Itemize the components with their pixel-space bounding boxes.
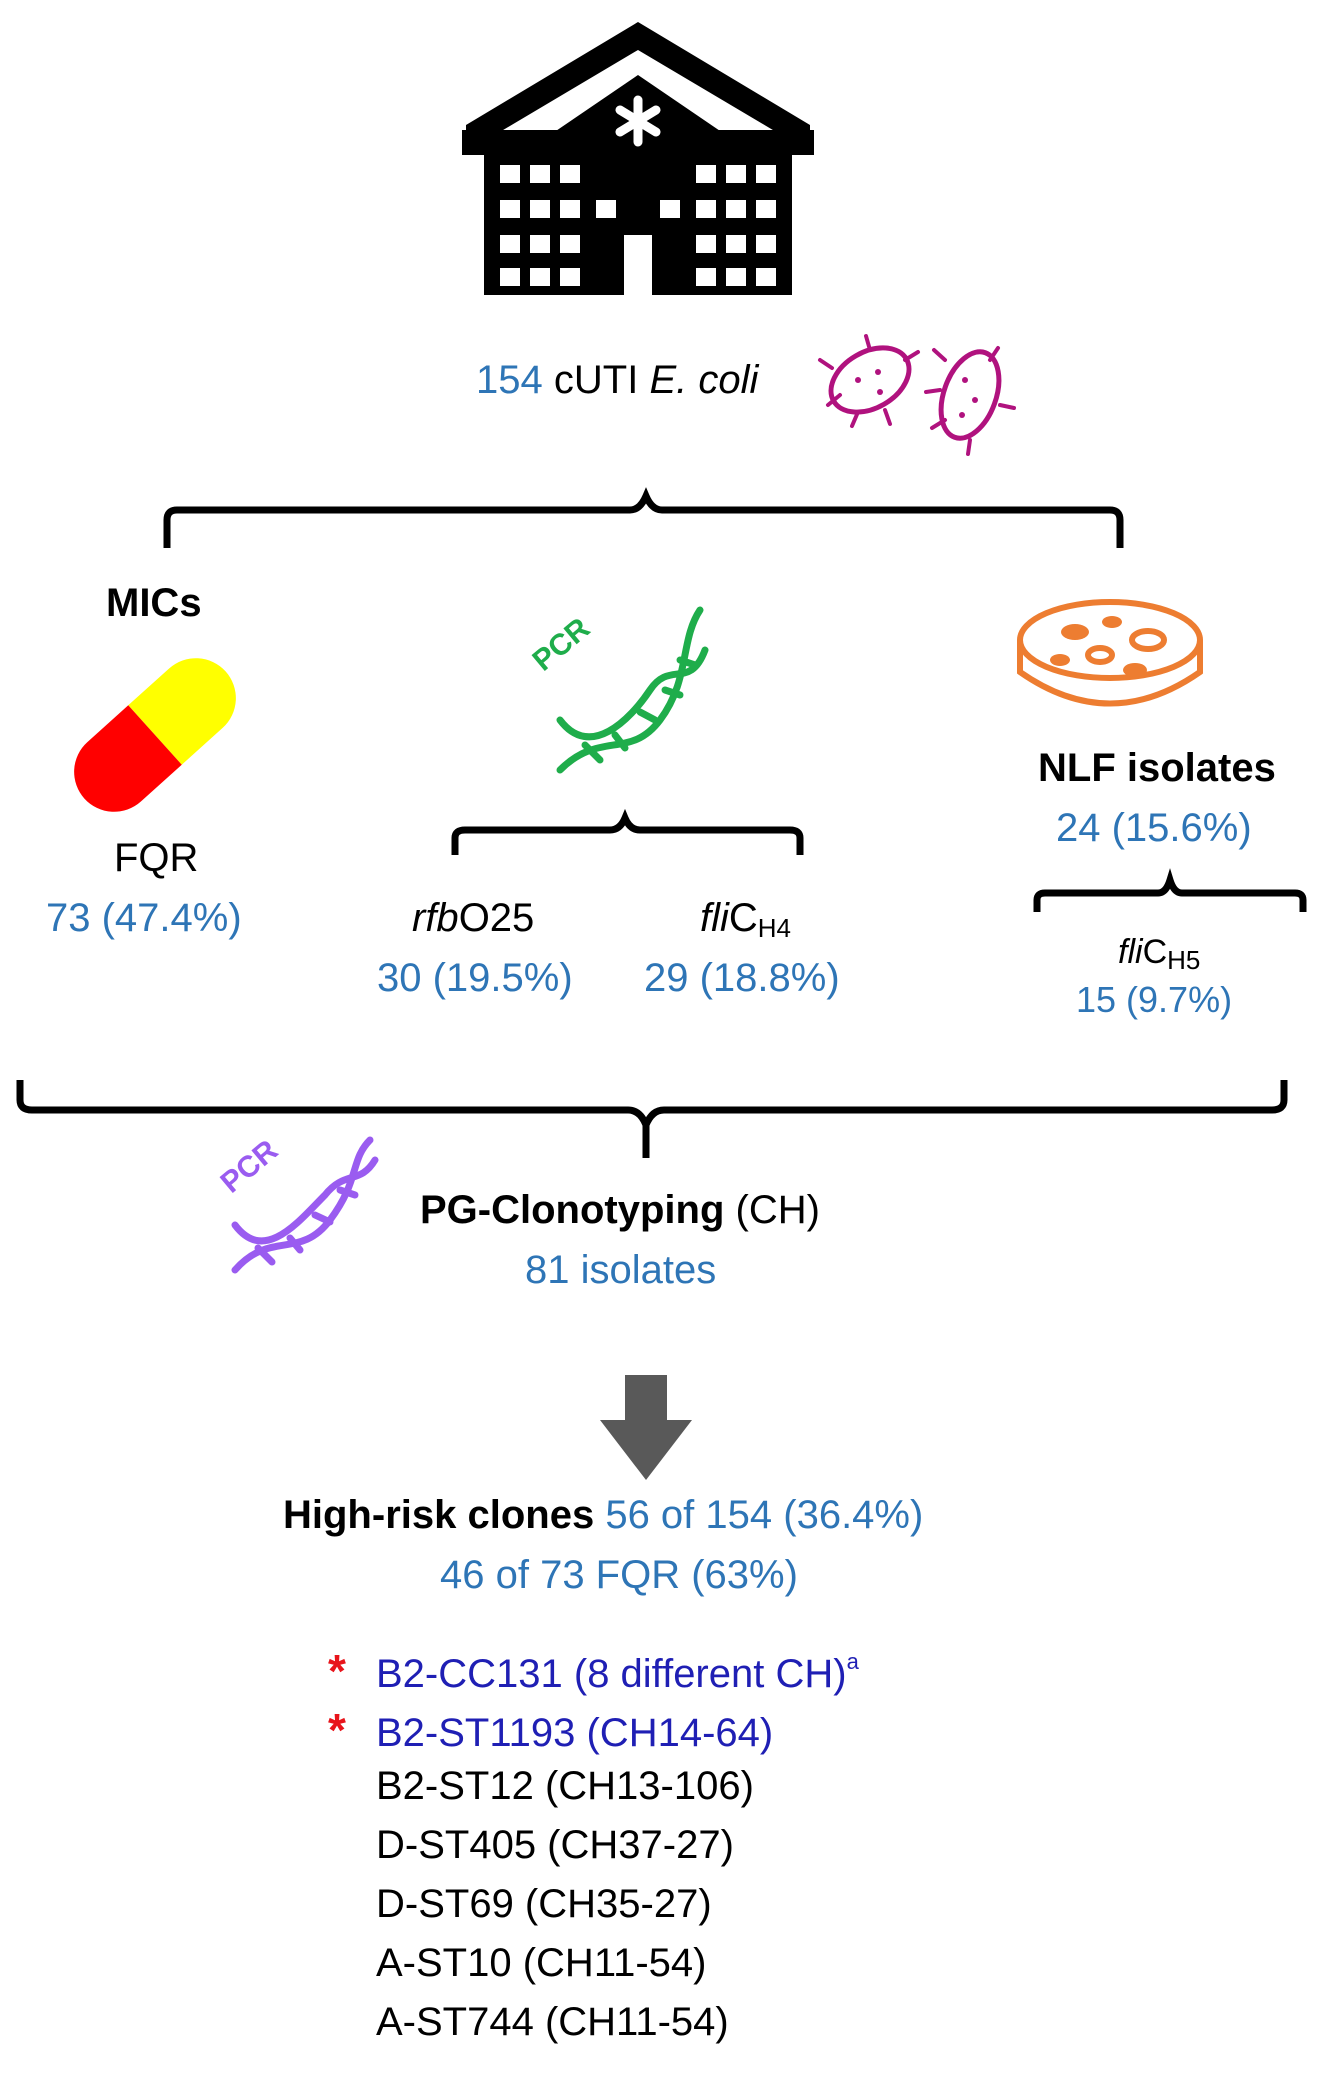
top-brace	[163, 487, 1124, 548]
high-risk-line2: 46 of 73 FQR (63%)	[440, 1553, 798, 1597]
nlf-value: 24 (15.6%)	[1056, 806, 1252, 850]
clone-name: B2-CC131 (8 different CH)	[376, 1652, 847, 1696]
footnote-marker: a	[846, 1649, 859, 1674]
fqr-label: FQR	[114, 836, 199, 880]
flic-h4-label: fliCH4	[700, 896, 792, 943]
rfb-label: rfbO25	[412, 896, 535, 940]
clone-item: B2-ST12 (CH13-106)	[328, 1766, 754, 1806]
hospital-icon	[462, 22, 814, 295]
clone-item: D-ST405 (CH37-27)	[328, 1825, 734, 1865]
clone-item: * B2-ST1193 (CH14-64)	[328, 1707, 773, 1753]
source-count: 154	[476, 358, 543, 402]
flic-h5-value: 15 (9.7%)	[1076, 979, 1233, 1020]
clone-name: A-ST744 (CH11-54)	[376, 2000, 729, 2044]
clone-name: B2-ST12 (CH13-106)	[376, 1764, 754, 1808]
clone-name: B2-ST1193 (CH14-64)	[376, 1711, 774, 1755]
bacteria-icon	[818, 334, 1016, 456]
rfb-value: 30 (19.5%)	[377, 956, 573, 1000]
clone-name: D-ST405 (CH37-27)	[376, 1823, 734, 1867]
star-marker: *	[328, 1645, 346, 1697]
flic-h4-value: 29 (18.8%)	[644, 956, 840, 1000]
dna-pcr-icon	[231, 1136, 379, 1274]
dna-pcr-icon	[556, 606, 709, 774]
pcr-brace	[451, 808, 804, 855]
petri-dish-icon	[1017, 599, 1203, 707]
capsule-icon	[74, 658, 236, 812]
nlf-title: NLF isolates	[1038, 746, 1276, 790]
star-marker: *	[328, 1704, 346, 1756]
down-arrow-icon	[600, 1375, 692, 1480]
high-risk-line1: High-risk clones 56 of 154 (36.4%)	[283, 1493, 924, 1537]
mics-title: MICs	[106, 581, 202, 625]
flic-h5-label: fliCH5	[1118, 933, 1201, 975]
fqr-value: 73 (47.4%)	[46, 896, 242, 940]
clonotyping-title: PG-Clonotyping (CH)	[420, 1188, 820, 1232]
bottom-brace	[16, 1080, 1288, 1158]
clone-item: * B2-CC131 (8 different CH)a	[328, 1648, 859, 1694]
clone-item: A-ST10 (CH11-54)	[328, 1943, 706, 1983]
nlf-brace	[1033, 868, 1307, 912]
clone-name: A-ST10 (CH11-54)	[376, 1941, 707, 1985]
source-label: 154 cUTI E. coli	[476, 360, 758, 400]
source-organism: E. coli	[649, 358, 759, 402]
clone-name: D-ST69 (CH35-27)	[376, 1882, 712, 1926]
clone-item: A-ST744 (CH11-54)	[328, 2002, 729, 2042]
source-type: cUTI	[553, 358, 639, 402]
clone-item: D-ST69 (CH35-27)	[328, 1884, 712, 1924]
clonotyping-value: 81 isolates	[525, 1248, 717, 1292]
